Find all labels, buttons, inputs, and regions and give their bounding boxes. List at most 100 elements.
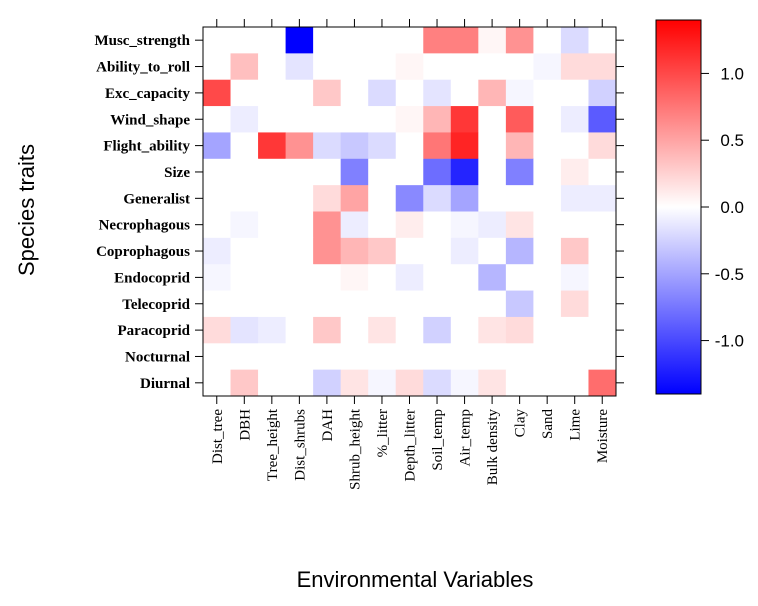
heatmap-cell <box>533 158 562 186</box>
heatmap-cell <box>340 343 369 371</box>
heatmap-cell <box>533 237 562 265</box>
heatmap-cell <box>505 369 534 397</box>
heatmap-cell <box>340 316 369 344</box>
colorbar-tick-label: 1.0 <box>720 64 744 83</box>
x-tick-label: Sand <box>540 409 556 440</box>
heatmap-cell <box>588 316 617 344</box>
heatmap-cell <box>423 211 452 239</box>
heatmap-cell <box>505 316 534 344</box>
heatmap-cell <box>203 27 231 54</box>
heatmap-cell <box>230 316 259 344</box>
heatmap-cell <box>423 27 452 54</box>
heatmap-cell <box>258 211 286 239</box>
heatmap-cell <box>588 343 617 371</box>
heatmap-cell <box>230 211 259 239</box>
heatmap-cell <box>368 106 397 133</box>
heatmap-cell <box>313 316 342 344</box>
heatmap-cell <box>450 27 479 54</box>
heatmap-cell <box>505 53 534 81</box>
heatmap-cell <box>258 290 286 318</box>
heatmap-cell <box>395 27 424 54</box>
colorbar-tick-label: 0.5 <box>720 131 744 150</box>
heatmap-cell <box>560 132 589 160</box>
x-tick-label: DBH <box>237 409 253 441</box>
heatmap-cells <box>203 27 617 397</box>
colorbar-tick-label: -0.5 <box>715 265 744 284</box>
heatmap-cell <box>395 290 424 318</box>
heatmap-cell <box>395 316 424 344</box>
heatmap-cell <box>230 158 259 186</box>
y-tick-label: Necrophagous <box>99 218 191 234</box>
heatmap-cell <box>340 158 369 186</box>
heatmap-cell <box>258 369 286 397</box>
heatmap-cell <box>478 79 507 107</box>
heatmap-cell <box>203 132 231 160</box>
heatmap-cell <box>313 264 342 291</box>
heatmap-cell <box>450 106 479 133</box>
y-tick-label: Nocturnal <box>125 349 190 365</box>
heatmap-cell <box>203 106 231 133</box>
x-tick-label: Lime <box>568 409 584 441</box>
heatmap-cell <box>313 290 342 318</box>
heatmap-cell <box>533 369 562 397</box>
heatmap-cell <box>340 27 369 54</box>
heatmap-cell <box>450 290 479 318</box>
heatmap-cell <box>313 237 342 265</box>
heatmap-cell <box>340 237 369 265</box>
heatmap-cell <box>588 106 617 133</box>
y-tick-label: Ability_to_roll <box>96 60 190 76</box>
x-tick-label: Dist_shrubs <box>292 409 308 481</box>
heatmap-cell <box>560 264 589 291</box>
heatmap-cell <box>285 185 314 212</box>
heatmap-cell <box>588 264 617 291</box>
heatmap-cell <box>533 132 562 160</box>
heatmap-cell <box>340 211 369 239</box>
heatmap-cell <box>203 211 231 239</box>
heatmap-cell <box>588 185 617 212</box>
y-tick-label: Diurnal <box>140 376 190 392</box>
x-tick-label: Clay <box>513 409 529 438</box>
heatmap-cell <box>505 27 534 54</box>
y-tick-label: Generalist <box>123 191 190 207</box>
heatmap-cell <box>588 53 617 81</box>
heatmap-cell <box>478 316 507 344</box>
heatmap-cell <box>258 132 286 160</box>
heatmap-cell <box>313 158 342 186</box>
x-tick-label: Bulk density <box>485 409 501 486</box>
heatmap-cell <box>230 53 259 81</box>
heatmap-cell <box>203 290 231 318</box>
y-tick-label: Size <box>164 165 190 181</box>
heatmap-cell <box>203 369 231 397</box>
heatmap-cell <box>423 185 452 212</box>
y-tick-label: Telecoprid <box>122 297 190 313</box>
y-tick-label: Flight_ability <box>103 139 190 155</box>
heatmap-cell <box>285 158 314 186</box>
heatmap-cell <box>505 132 534 160</box>
heatmap-cell <box>258 53 286 81</box>
heatmap-cell <box>478 27 507 54</box>
heatmap-cell <box>368 369 397 397</box>
y-axis-title: Species traits <box>14 144 39 276</box>
heatmap-cell <box>533 79 562 107</box>
heatmap-cell <box>285 369 314 397</box>
heatmap-cell <box>395 132 424 160</box>
heatmap-cell <box>368 290 397 318</box>
heatmap-cell <box>340 264 369 291</box>
heatmap-cell <box>588 158 617 186</box>
x-tick-label: Air_temp <box>458 409 474 467</box>
heatmap-cell <box>505 79 534 107</box>
heatmap-cell <box>478 343 507 371</box>
heatmap-cell <box>230 79 259 107</box>
heatmap-cell <box>368 27 397 54</box>
x-tick-label: Tree_height <box>265 408 281 481</box>
heatmap-cell <box>285 132 314 160</box>
heatmap-cell <box>450 237 479 265</box>
heatmap-cell <box>313 343 342 371</box>
x-tick-label: Depth_litter <box>403 409 419 481</box>
y-tick-label: Musc_strength <box>94 33 190 49</box>
heatmap-cell <box>368 132 397 160</box>
heatmap-cell <box>258 237 286 265</box>
heatmap-cell <box>230 290 259 318</box>
heatmap-cell <box>285 79 314 107</box>
